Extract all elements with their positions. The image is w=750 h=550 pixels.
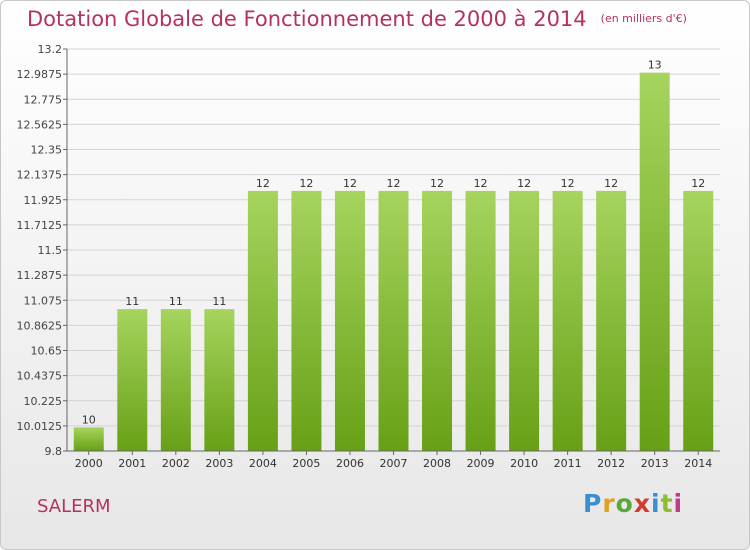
y-tick-label: 10.0125 [17,420,63,433]
y-tick-label: 11.075 [24,294,63,307]
bar-2003 [204,309,235,451]
y-tick-label: 10.225 [24,395,63,408]
logo-letter: t [660,489,674,518]
data-labels: 10 11 11 11 12 12 12 12 12 12 12 12 12 13 12 [82,59,705,427]
data-label: 12 [256,177,270,190]
bar-2010 [509,190,540,451]
axes [66,49,720,455]
y-tick-label: 12.9875 [17,68,63,81]
x-tick-label: 2007 [380,457,408,470]
x-tick-label: 2006 [336,457,364,470]
y-tick-label: 11.7125 [17,219,63,232]
bar-2002 [160,309,191,451]
bar-2013 [639,72,670,451]
x-tick-label: 2012 [597,457,625,470]
logo-letter: i [673,489,684,518]
data-label: 12 [430,177,444,190]
data-label: 12 [561,177,575,190]
y-tick-label: 10.4375 [17,370,63,383]
chart-title-text: Dotation Globale de Fonctionnement de 20… [27,7,587,31]
data-label: 11 [212,295,226,308]
bar-2012 [596,190,627,451]
logo-letter: x [633,489,651,518]
x-tick-label: 2013 [641,457,669,470]
y-tick-label: 11.2875 [17,269,63,282]
data-label: 11 [169,295,183,308]
data-label: 12 [691,177,705,190]
y-tick-label: 11.925 [24,194,63,207]
x-tick-label: 2009 [467,457,495,470]
bar-2001 [117,309,148,451]
data-label: 12 [517,177,531,190]
bar-2007 [378,190,409,451]
x-tick-label: 2001 [118,457,146,470]
y-tick-label: 12.35 [31,144,63,157]
y-tick-label: 13.2 [38,43,63,56]
x-tick-label: 2008 [423,457,451,470]
data-label: 12 [474,177,488,190]
bar-2000 [73,427,104,451]
y-tick-label: 12.5625 [17,118,63,131]
y-tick-labels: 9.8 10.0125 10.225 10.4375 10.65 10.8625 11.07… [17,43,63,458]
bar-2004 [247,190,278,451]
y-tick-label: 9.8 [45,445,63,458]
bars [73,72,714,451]
unit-label: (en milliers d'€) [600,12,687,25]
y-tick-label: 12.775 [24,93,63,106]
proxiti-logo: Proxiti [583,489,683,518]
bar-2005 [291,190,322,451]
data-label: 12 [343,177,357,190]
x-tick-label: 2004 [249,457,277,470]
bar-2006 [334,190,365,451]
chart-title: Dotation Globale de Fonctionnement de 20… [27,7,687,31]
y-tick-label: 12.1375 [17,169,63,182]
x-tick-label: 2005 [292,457,320,470]
logo-letter: o [615,489,634,518]
logo-letter: P [583,489,603,518]
bar-2009 [465,190,496,451]
data-label: 12 [299,177,313,190]
x-tick-label: 2003 [205,457,233,470]
logo-letter: r [602,489,616,518]
data-label: 10 [82,413,96,426]
y-tick-label: 10.65 [31,345,63,358]
x-tick-labels: 2000 2001 2002 2003 2004 2005 2006 2007 2008 2009… [75,457,712,470]
logo-letter: i [651,489,661,518]
x-tick-label: 2002 [162,457,190,470]
x-tick-label: 2011 [554,457,582,470]
data-label: 11 [125,295,139,308]
y-tick-label: 11.5 [38,244,63,257]
y-tick-label: 10.8625 [17,319,63,332]
x-tick-label: 2010 [510,457,538,470]
bar-2011 [552,190,583,451]
commune-name: SALERM [37,496,111,517]
bar-2014 [683,190,714,451]
data-label: 12 [604,177,618,190]
x-tick-label: 2000 [75,457,103,470]
data-label: 13 [648,59,662,72]
data-label: 12 [387,177,401,190]
x-tick-label: 2014 [684,457,712,470]
bar-2008 [422,190,453,451]
